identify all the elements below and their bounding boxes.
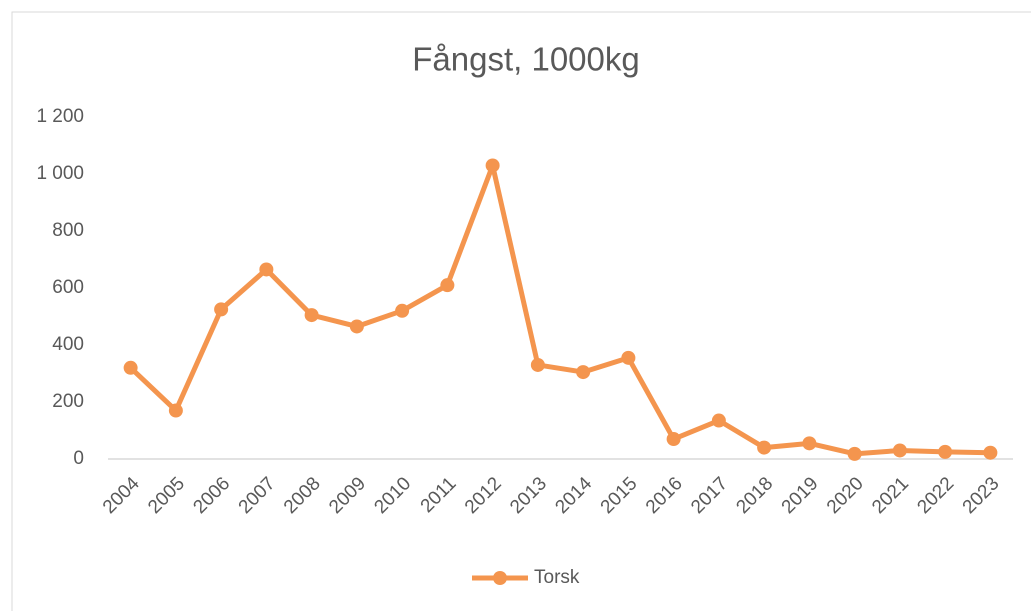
- data-point: [530, 357, 545, 372]
- data-point: [485, 158, 500, 173]
- data-point: [214, 302, 229, 317]
- data-point: [259, 262, 274, 277]
- y-tick-label: 200: [52, 391, 84, 412]
- chart-border: [11, 11, 1031, 611]
- y-tick-label: 800: [52, 220, 84, 241]
- data-point: [938, 444, 953, 459]
- y-tick-label: 0: [73, 448, 84, 469]
- data-point: [757, 440, 772, 455]
- legend-label: Torsk: [534, 567, 580, 588]
- data-point: [847, 446, 862, 461]
- data-point: [576, 365, 591, 380]
- data-point: [666, 432, 681, 447]
- y-tick-label: 600: [52, 277, 84, 298]
- y-tick-label: 400: [52, 334, 84, 355]
- data-point: [802, 436, 817, 451]
- series-line: [128, 162, 991, 457]
- data-point: [621, 350, 636, 365]
- chart-title: Fångst, 1000kg: [412, 41, 640, 78]
- data-point: [440, 278, 455, 293]
- data-point: [123, 360, 138, 375]
- data-point: [168, 403, 183, 418]
- data-point: [349, 319, 364, 334]
- data-point: [711, 413, 726, 428]
- y-tick-label: 1 000: [36, 163, 84, 184]
- data-point: [395, 303, 410, 318]
- legend-marker: [493, 571, 507, 585]
- data-point: [304, 308, 319, 323]
- data-point: [983, 445, 998, 460]
- y-tick-label: 1 200: [36, 106, 84, 127]
- data-point: [892, 443, 907, 458]
